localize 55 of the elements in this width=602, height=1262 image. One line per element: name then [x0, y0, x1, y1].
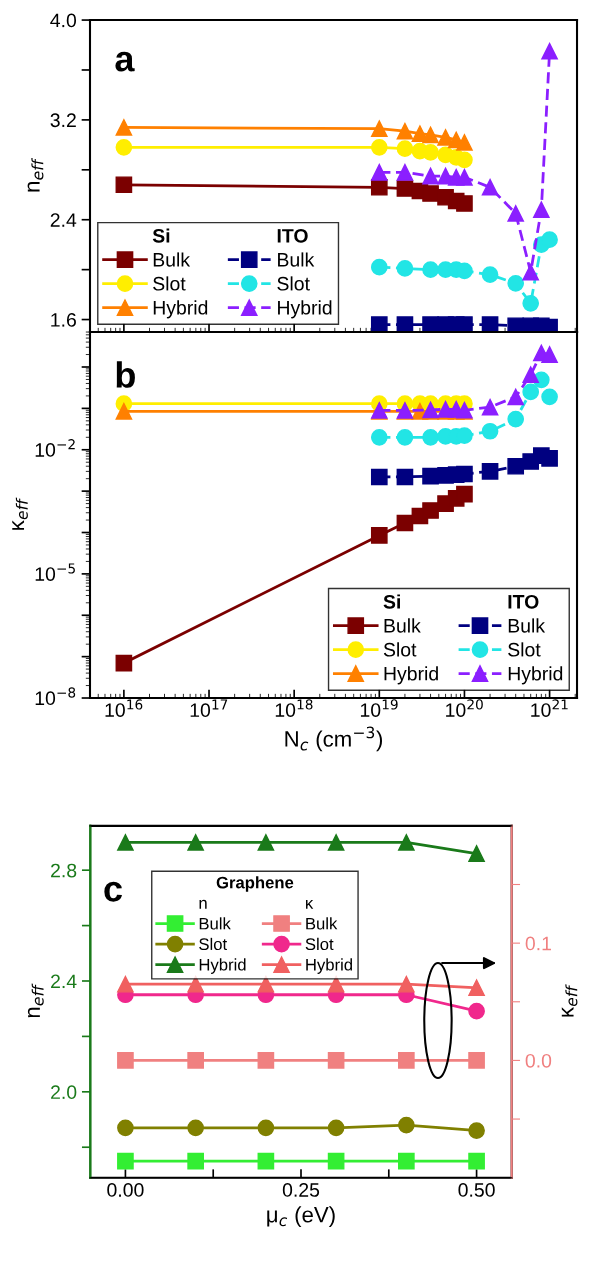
- y-tick-label: 10$^{−2}$: [35, 439, 75, 457]
- y-tick-label: 1.6: [51, 313, 76, 327]
- x-tick-label: 0.25: [282, 1183, 320, 1197]
- annotation: b: [116, 361, 135, 388]
- legend-label: Hybrid: [278, 300, 332, 319]
- y-tick-label: 3.2: [50, 113, 76, 128]
- legend-label: Hybrid: [153, 300, 208, 319]
- legend-label: Bulk: [278, 252, 315, 267]
- annotation: κ: [306, 900, 314, 909]
- legend-label: Bulk: [153, 252, 191, 267]
- x-tick-label: 10$^{20}$: [446, 699, 483, 718]
- annotation: Si: [383, 594, 400, 609]
- legend-label: Slot: [153, 276, 186, 291]
- x-tick-label: 10$^{21}$: [531, 699, 568, 718]
- y-axis-title: n$_{eff}$: [27, 157, 44, 192]
- y-tick-label: 2.0: [51, 1085, 77, 1100]
- annotation: a: [115, 51, 135, 72]
- legend-label: Bulk: [384, 618, 421, 633]
- legend-label: Hybrid: [199, 958, 246, 974]
- y2-axis-title: κ$_{eff}$: [561, 984, 578, 1017]
- y2-tick-label: 0.0: [525, 1053, 552, 1068]
- y-tick-label: 10$^{−5}$: [35, 563, 75, 581]
- x-tick-label: 10$^{16}$: [105, 699, 143, 718]
- y-tick-label: 4.0: [50, 13, 77, 28]
- legend-label: Slot: [305, 937, 334, 951]
- y-tick-label: 2.8: [51, 863, 77, 878]
- x-tick-label: 10$^{18}$: [275, 699, 313, 718]
- y-tick-label: 2.4: [51, 974, 77, 989]
- x-tick-label: 0.00: [107, 1183, 144, 1197]
- annotation: n: [199, 899, 207, 909]
- x-axis-title: N$_{c}$ (cm$^{−3}$): [285, 726, 383, 752]
- annotation: c: [104, 881, 122, 902]
- legend-label: Hybrid: [384, 666, 438, 685]
- x-axis-title: μ$_{c}$ (eV): [267, 1206, 335, 1227]
- legend-label: Hybrid: [508, 666, 563, 685]
- annotation: Graphene: [216, 876, 294, 892]
- y-axis-title: κ$_{eff}$: [12, 497, 28, 530]
- annotation: Si: [152, 228, 170, 243]
- legend-label: Hybrid: [306, 958, 352, 974]
- y2-tick-label: 0.1: [525, 936, 551, 951]
- legend-label: Slot: [508, 642, 541, 657]
- legend-label: Bulk: [508, 618, 546, 633]
- y-tick-label: 2.4: [50, 213, 77, 227]
- x-tick-label: 0.50: [458, 1183, 495, 1197]
- legend-label: Bulk: [306, 917, 338, 930]
- legend-label: Slot: [199, 937, 228, 951]
- annotation: ITO: [508, 594, 539, 609]
- y-tick-label: 10$^{−8}$: [35, 687, 76, 706]
- annotation: ITO: [277, 228, 308, 243]
- x-tick-label: 10$^{17}$: [190, 699, 228, 718]
- x-tick-label: 10$^{19}$: [360, 699, 398, 718]
- legend-label: Slot: [277, 276, 310, 291]
- legend-label: Slot: [383, 642, 417, 657]
- legend-label: Bulk: [199, 917, 231, 930]
- y-axis-title: n$_{eff}$: [27, 983, 44, 1018]
